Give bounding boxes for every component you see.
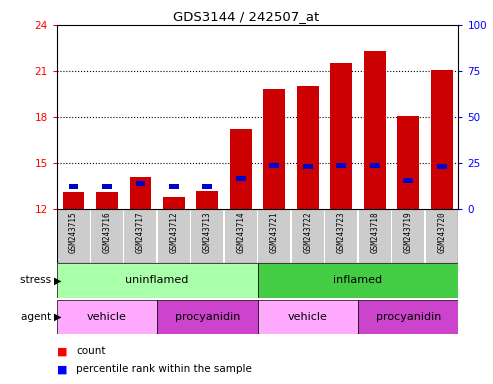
Bar — [437, 164, 447, 169]
Bar — [263, 89, 285, 209]
Text: GSM243714: GSM243714 — [236, 211, 246, 253]
Bar — [136, 181, 145, 186]
Bar — [197, 191, 218, 209]
Text: procyanidin: procyanidin — [376, 312, 441, 322]
FancyBboxPatch shape — [158, 210, 190, 263]
Bar — [297, 86, 318, 209]
FancyBboxPatch shape — [359, 210, 391, 263]
FancyBboxPatch shape — [124, 210, 156, 263]
Bar — [203, 184, 212, 189]
Bar — [258, 263, 458, 298]
Bar — [230, 129, 252, 209]
FancyBboxPatch shape — [325, 210, 357, 263]
Bar — [370, 163, 380, 168]
Bar — [270, 163, 279, 168]
Text: count: count — [76, 346, 106, 356]
Bar — [102, 184, 112, 189]
FancyBboxPatch shape — [57, 210, 90, 263]
Bar — [397, 116, 419, 209]
Bar — [96, 192, 118, 209]
Bar — [431, 70, 453, 209]
Text: GSM243719: GSM243719 — [404, 211, 413, 253]
Text: GSM243720: GSM243720 — [437, 211, 446, 253]
Text: GSM243716: GSM243716 — [103, 211, 111, 253]
Text: GSM243717: GSM243717 — [136, 211, 145, 253]
Text: GSM243723: GSM243723 — [337, 211, 346, 253]
Bar — [130, 177, 151, 209]
Text: GSM243712: GSM243712 — [170, 211, 178, 253]
Bar — [336, 163, 346, 168]
Text: GSM243721: GSM243721 — [270, 211, 279, 253]
Text: vehicle: vehicle — [87, 312, 127, 322]
Bar — [57, 300, 157, 334]
Text: GSM243715: GSM243715 — [69, 211, 78, 253]
Text: vehicle: vehicle — [288, 312, 328, 322]
FancyBboxPatch shape — [191, 210, 223, 263]
Text: ■: ■ — [57, 364, 67, 374]
Text: inflamed: inflamed — [333, 275, 383, 285]
Bar — [163, 197, 185, 209]
Bar — [364, 51, 386, 209]
Text: percentile rank within the sample: percentile rank within the sample — [76, 364, 252, 374]
Text: ■: ■ — [57, 346, 67, 356]
Text: procyanidin: procyanidin — [175, 312, 240, 322]
Bar — [63, 192, 84, 209]
Bar — [403, 178, 413, 183]
Bar — [169, 184, 179, 189]
Text: GSM243722: GSM243722 — [303, 211, 313, 253]
Bar — [330, 63, 352, 209]
FancyBboxPatch shape — [425, 210, 458, 263]
FancyBboxPatch shape — [392, 210, 424, 263]
FancyBboxPatch shape — [225, 210, 257, 263]
Bar — [303, 164, 313, 169]
FancyBboxPatch shape — [258, 210, 290, 263]
Text: uninflamed: uninflamed — [125, 275, 189, 285]
Bar — [57, 263, 258, 298]
FancyBboxPatch shape — [292, 210, 324, 263]
Bar — [69, 184, 78, 189]
Text: GSM243713: GSM243713 — [203, 211, 212, 253]
Bar — [258, 300, 358, 334]
Bar — [358, 300, 458, 334]
FancyBboxPatch shape — [91, 210, 123, 263]
Text: ▶: ▶ — [54, 312, 62, 322]
Text: GDS3144 / 242507_at: GDS3144 / 242507_at — [174, 10, 319, 23]
Text: stress: stress — [20, 275, 54, 285]
Text: agent: agent — [21, 312, 54, 322]
Bar — [157, 300, 258, 334]
Bar — [236, 176, 246, 181]
Text: ▶: ▶ — [54, 275, 62, 285]
Text: GSM243718: GSM243718 — [370, 211, 379, 253]
